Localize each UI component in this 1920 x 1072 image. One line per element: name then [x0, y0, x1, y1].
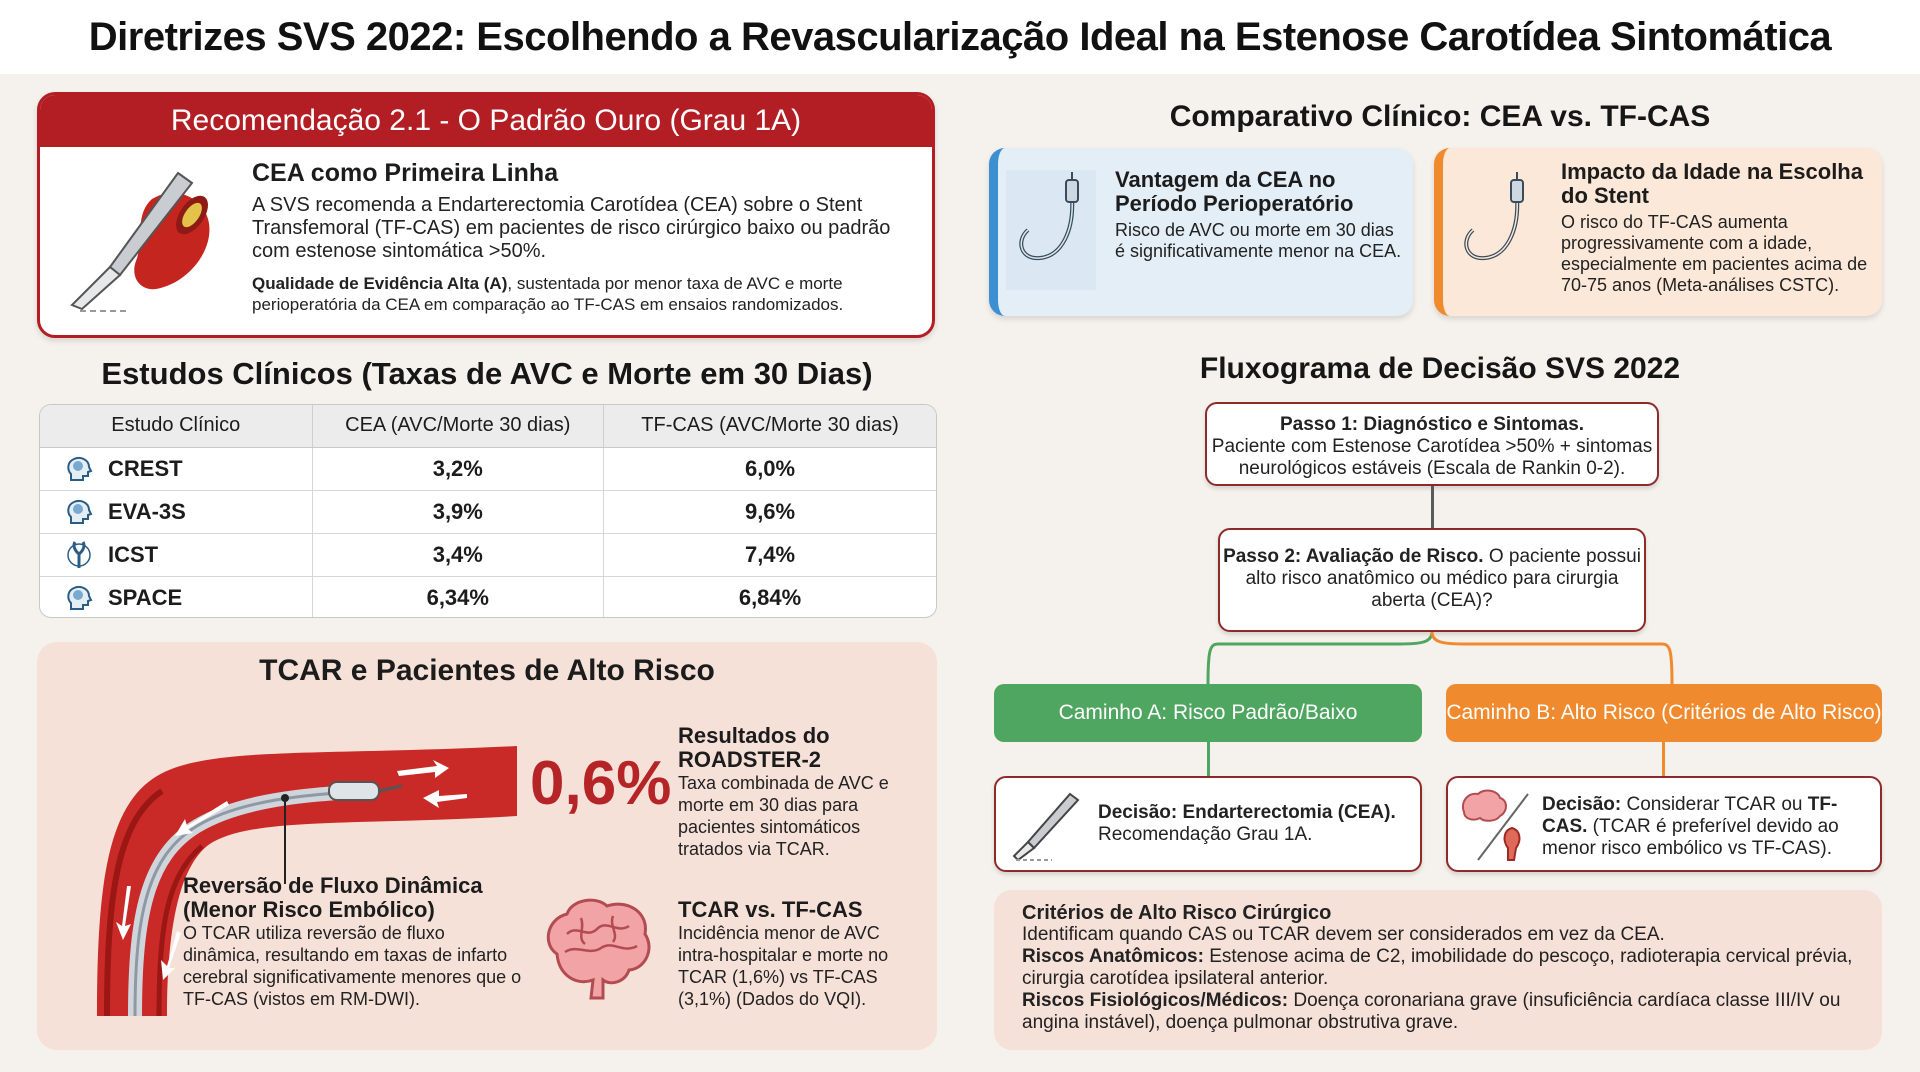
head-brain-icon — [67, 585, 93, 610]
tcar-panel: TCAR e Pacientes de Alto Risco Reversão … — [37, 642, 937, 1050]
col-header-cea: CEA (AVC/Morte 30 dias) — [312, 405, 605, 448]
tcar-vs-heading: TCAR vs. TF-CAS — [678, 897, 863, 922]
table-row: SPACE 6,34% 6,84% — [40, 575, 936, 617]
cea-value: 3,4% — [312, 532, 605, 576]
decision-b-label: Decisão: — [1542, 794, 1622, 815]
col-header-study: Estudo Clínico — [40, 405, 313, 448]
physiologic-text: Doença coronariana grave (insuficiência … — [1022, 990, 1841, 1033]
recommendation-header: Recomendação 2.1 - O Padrão Ouro (Grau 1… — [40, 95, 932, 147]
table-row: CREST 3,2% 6,0% — [40, 446, 936, 490]
anatomic-text: Estenose acima de C2, imobilidade do pes… — [1022, 946, 1853, 989]
card1-text: Risco de AVC ou morte em 30 dias é signi… — [1115, 220, 1402, 261]
table-row: EVA-3S 3,9% 9,6% — [40, 489, 936, 533]
flow-step-1: Passo 1: Diagnóstico e Sintomas. Pacient… — [1205, 402, 1659, 486]
tfcas-value: 7,4% — [603, 532, 936, 576]
evidence-label: Qualidade de Evidência Alta (A) — [252, 274, 508, 293]
criteria-intro: Identificam quando CAS ou TCAR devem ser… — [1022, 924, 1665, 945]
decision-b-tfcas: TF-CAS. — [1542, 794, 1838, 837]
study-name: SPACE — [108, 584, 183, 610]
brain-stent-icon — [1462, 789, 1529, 861]
connector-line — [1207, 742, 1210, 776]
anatomic-label: Riscos Anatômicos: — [1022, 946, 1204, 967]
card2-heading: Impacto da Idade na Escolha do Stent — [1561, 159, 1863, 208]
table-row: ICST 3,4% 7,4% — [40, 532, 936, 576]
step2-label: Passo 2: Avaliação de Risco. — [1223, 546, 1484, 567]
tfcas-value: 6,0% — [603, 446, 936, 490]
roadster-text: Taxa combinada de AVC e morte em 30 dias… — [678, 773, 889, 859]
physiologic-label: Riscos Fisiológicos/Médicos: — [1022, 990, 1289, 1011]
title-bar: Diretrizes SVS 2022: Escolhendo a Revasc… — [0, 0, 1920, 74]
decision-a-label: Decisão: Endarterectomia (CEA). — [1098, 802, 1396, 823]
roadster-stat: 0,6% — [530, 749, 672, 818]
scalpel-artery-icon — [70, 171, 210, 312]
scalpel-icon — [1012, 792, 1080, 862]
flow-reversal-caption: Reversão de Fluxo Dinâmica (Menor Risco … — [183, 874, 523, 1010]
decision-a-box: Decisão: Endarterectomia (CEA). Recomend… — [994, 776, 1422, 872]
tcar-title: TCAR e Pacientes de Alto Risco — [259, 654, 715, 687]
catheter-icon — [1006, 170, 1096, 290]
flow-step-2: Passo 2: Avaliação de Risco. O paciente … — [1218, 528, 1646, 632]
roadster-block: Resultados do ROADSTER-2 Taxa combinada … — [678, 724, 918, 860]
cea-value: 3,2% — [312, 446, 605, 490]
cea-value: 3,9% — [312, 489, 605, 533]
head-brain-icon — [67, 456, 93, 481]
decision-a-text: Recomendação Grau 1A. — [1098, 824, 1313, 845]
recommendation-card: Recomendação 2.1 - O Padrão Ouro (Grau 1… — [37, 92, 935, 338]
high-risk-criteria: Critérios de Alto Risco Cirúrgico Identi… — [994, 890, 1882, 1050]
card2-text: O risco do TF-CAS aumenta progressivamen… — [1561, 212, 1868, 295]
criteria-heading: Critérios de Alto Risco Cirúrgico — [1022, 902, 1332, 924]
comparison-title: Comparativo Clínico: CEA vs. TF-CAS — [1169, 100, 1711, 133]
decision-b-box: Decisão: Considerar TCAR ou TF-CAS. (TCA… — [1446, 776, 1882, 872]
evidence-text: , sustentada por menor taxa de AVC e mor… — [252, 274, 844, 314]
path-b-high-risk: Caminho B: Alto Risco (Critérios de Alto… — [1446, 684, 1882, 742]
criteria-physiologic: Riscos Fisiológicos/Médicos: Doença coro… — [1022, 990, 1854, 1034]
tcar-vs-block: TCAR vs. TF-CAS Incidência menor de AVC … — [678, 898, 918, 1010]
comparison-card-age: Impacto da Idade na Escolha do Stent O r… — [1434, 148, 1882, 316]
connector-line — [1662, 742, 1665, 776]
path-a-standard-risk: Caminho A: Risco Padrão/Baixo — [994, 684, 1422, 742]
recommendation-evidence: Qualidade de Evidência Alta (A), sustent… — [252, 273, 902, 315]
connector-line — [1431, 486, 1434, 528]
study-name: EVA-3S — [108, 498, 186, 524]
card1-heading: Vantagem da CEA no Período Perioperatóri… — [1115, 167, 1354, 216]
page-title: Diretrizes SVS 2022: Escolhendo a Revasc… — [88, 14, 1832, 59]
step1-label: Passo 1: Diagnóstico e Sintomas. — [1279, 414, 1585, 435]
flow-reversal-text: O TCAR utiliza reversão de fluxo dinâmic… — [183, 923, 522, 1009]
studies-title: Estudos Clínicos (Taxas de AVC e Morte e… — [101, 356, 873, 391]
brain-icon — [546, 898, 651, 1000]
head-brain-icon — [67, 499, 93, 524]
flow-reversal-heading: Reversão de Fluxo Dinâmica (Menor Risco … — [183, 873, 483, 922]
roadster-heading: Resultados do ROADSTER-2 — [678, 723, 830, 772]
comparison-card-perioperative: Vantagem da CEA no Período Perioperatóri… — [989, 148, 1413, 316]
recommendation-heading: CEA como Primeira Linha — [252, 159, 559, 187]
tfcas-value: 6,84% — [603, 575, 936, 617]
tcar-vs-text: Incidência menor de AVC intra-hospitalar… — [678, 923, 889, 1009]
flowchart-title: Fluxograma de Decisão SVS 2022 — [1199, 352, 1681, 385]
carotid-artery-icon — [67, 540, 91, 568]
recommendation-body: A SVS recomenda a Endarterectomia Carotí… — [252, 194, 891, 262]
catheter-icon — [1464, 172, 1524, 261]
tfcas-value: 9,6% — [603, 489, 936, 533]
step1-text: Paciente com Estenose Carotídea >50% + s… — [1211, 436, 1653, 479]
study-name: ICST — [108, 541, 159, 567]
branch-connector — [1206, 632, 1674, 685]
cea-value: 6,34% — [312, 575, 605, 617]
studies-table: Estudo Clínico CEA (AVC/Morte 30 dias) T… — [39, 404, 937, 618]
decision-b-text: Considerar TCAR ou — [1621, 794, 1808, 815]
study-name: CREST — [108, 455, 183, 481]
criteria-anatomic: Riscos Anatômicos: Estenose acima de C2,… — [1022, 946, 1854, 990]
col-header-tfcas: TF-CAS (AVC/Morte 30 dias) — [603, 405, 936, 448]
decision-b-note: (TCAR é preferível devido ao menor risco… — [1542, 816, 1839, 859]
flow-reversal-vessel-illustration — [97, 746, 517, 1016]
step2-text: O paciente possui alto risco anatômico o… — [1245, 546, 1641, 611]
